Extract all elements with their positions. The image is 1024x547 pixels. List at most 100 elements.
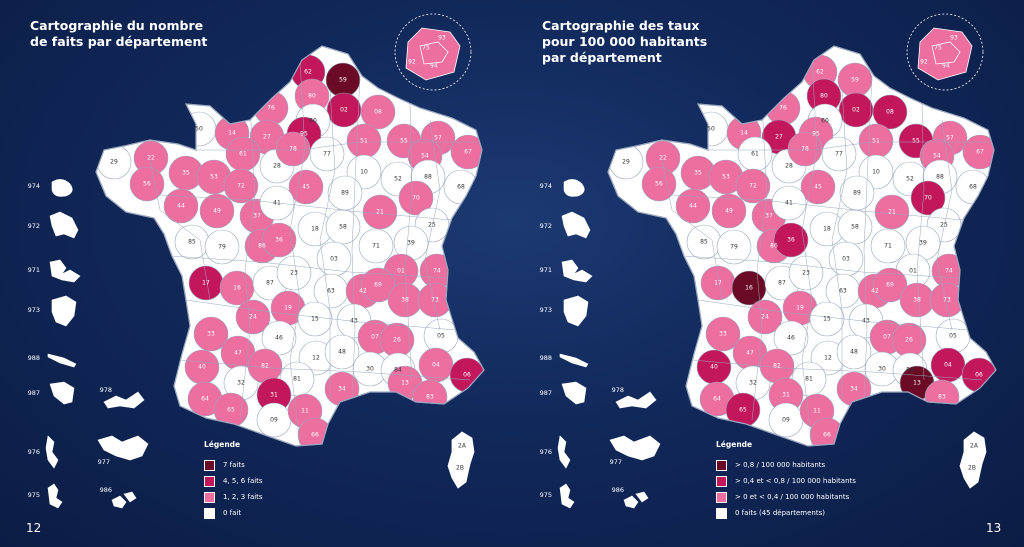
department-area[interactable] xyxy=(288,169,324,205)
territory-shape[interactable] xyxy=(49,259,81,283)
department-label: 57 xyxy=(434,135,442,142)
department-label: 31 xyxy=(782,392,790,399)
department-area[interactable] xyxy=(362,194,398,230)
department-area[interactable] xyxy=(193,316,229,352)
territory-shape[interactable] xyxy=(623,491,649,509)
department-label: 43 xyxy=(350,318,358,325)
department-area[interactable] xyxy=(675,188,711,224)
department-area[interactable] xyxy=(735,168,771,204)
department-area[interactable] xyxy=(800,169,836,205)
territory-shape[interactable] xyxy=(51,295,77,327)
territory-label: 976 xyxy=(540,448,552,456)
department-area[interactable] xyxy=(787,131,823,167)
inset-circle xyxy=(906,13,984,91)
department-label: 28 xyxy=(273,163,281,170)
department-area[interactable] xyxy=(773,320,809,356)
department-label: 01 xyxy=(909,268,917,275)
inset-area xyxy=(931,41,961,65)
department-label: 41 xyxy=(785,200,793,207)
department-label: 64 xyxy=(201,396,209,403)
department-area[interactable] xyxy=(450,134,485,170)
territory-label: 974 xyxy=(28,182,40,190)
department-label: 55 xyxy=(400,138,408,145)
territory-shape[interactable] xyxy=(561,381,587,405)
department-label: 80 xyxy=(308,93,316,100)
department-label: 18 xyxy=(311,226,319,233)
territory-shape[interactable] xyxy=(557,435,571,469)
department-label: 33 xyxy=(719,331,727,338)
department-border xyxy=(351,75,361,401)
department-area[interactable] xyxy=(261,222,297,258)
department-area[interactable] xyxy=(872,267,908,303)
territory-shape[interactable] xyxy=(47,353,77,368)
department-label: 84 xyxy=(394,367,402,374)
department-area[interactable] xyxy=(773,222,809,258)
department-label: 11 xyxy=(301,408,309,415)
department-area[interactable] xyxy=(870,228,906,264)
department-area[interactable] xyxy=(872,94,908,130)
department-area[interactable] xyxy=(641,166,677,202)
department-label: 04 xyxy=(944,362,952,369)
department-label: 33 xyxy=(207,331,215,338)
territory-label: 974 xyxy=(540,182,552,190)
department-area[interactable] xyxy=(129,166,165,202)
territory-shape[interactable] xyxy=(561,259,593,283)
department-label: 37 xyxy=(765,213,773,220)
department-area[interactable] xyxy=(962,134,997,170)
territory-shape[interactable] xyxy=(563,179,585,197)
department-label: 24 xyxy=(761,314,769,321)
department-label: 43 xyxy=(862,318,870,325)
territory-shape[interactable] xyxy=(609,435,661,461)
legend-swatch xyxy=(204,491,215,503)
territory-shape[interactable] xyxy=(561,211,591,239)
legend-item: > 0 et < 0,4 / 100 000 habitants xyxy=(716,489,856,505)
department-area[interactable] xyxy=(204,229,240,265)
territory-shape[interactable] xyxy=(51,179,73,197)
department-label: 09 xyxy=(782,417,790,424)
corsica-shape[interactable] xyxy=(447,431,475,489)
territory-shape[interactable] xyxy=(559,483,575,509)
legend-item: 7 faits xyxy=(204,457,263,473)
territory-shape[interactable] xyxy=(111,491,137,509)
territory-shape[interactable] xyxy=(563,295,589,327)
department-area[interactable] xyxy=(324,334,360,370)
france-map-count: 59 62 80 02 08 76 60 50 14 27 95 51 55 57 67 29 22 61 28 78… xyxy=(28,28,485,509)
department-label: 2A xyxy=(458,443,467,450)
department-border xyxy=(683,255,959,279)
department-area[interactable] xyxy=(705,316,741,352)
department-area[interactable] xyxy=(358,228,394,264)
department-label: 06 xyxy=(975,372,983,379)
corsica-shape[interactable] xyxy=(959,431,987,489)
territory-shape[interactable] xyxy=(615,391,657,409)
department-area[interactable] xyxy=(275,131,311,167)
department-area[interactable] xyxy=(836,334,872,370)
department-area[interactable] xyxy=(874,194,910,230)
department-area[interactable] xyxy=(910,180,946,216)
department-label: 21 xyxy=(376,209,384,216)
department-label: 74 xyxy=(433,268,441,275)
territory-shape[interactable] xyxy=(559,353,589,368)
department-label: 73 xyxy=(431,297,439,304)
department-area[interactable] xyxy=(398,180,434,216)
department-area[interactable] xyxy=(716,229,752,265)
department-label: 06 xyxy=(463,372,471,379)
territory-shape[interactable] xyxy=(103,391,145,409)
territory-shape[interactable] xyxy=(47,483,63,509)
department-area[interactable] xyxy=(788,255,824,291)
department-label: 81 xyxy=(293,376,301,383)
department-area[interactable] xyxy=(223,168,259,204)
department-area[interactable] xyxy=(199,193,235,229)
corsica: 2A 2B xyxy=(447,431,475,489)
department-area[interactable] xyxy=(163,188,199,224)
department-area[interactable] xyxy=(276,255,312,291)
territory-shape[interactable] xyxy=(45,435,59,469)
department-area[interactable] xyxy=(261,320,297,356)
inset-area xyxy=(419,41,449,65)
territory-shape[interactable] xyxy=(49,381,75,405)
department-border xyxy=(751,104,768,421)
department-area[interactable] xyxy=(360,267,396,303)
department-area[interactable] xyxy=(711,193,747,229)
territory-shape[interactable] xyxy=(49,211,79,239)
territory-shape[interactable] xyxy=(97,435,149,461)
department-area[interactable] xyxy=(360,94,396,130)
